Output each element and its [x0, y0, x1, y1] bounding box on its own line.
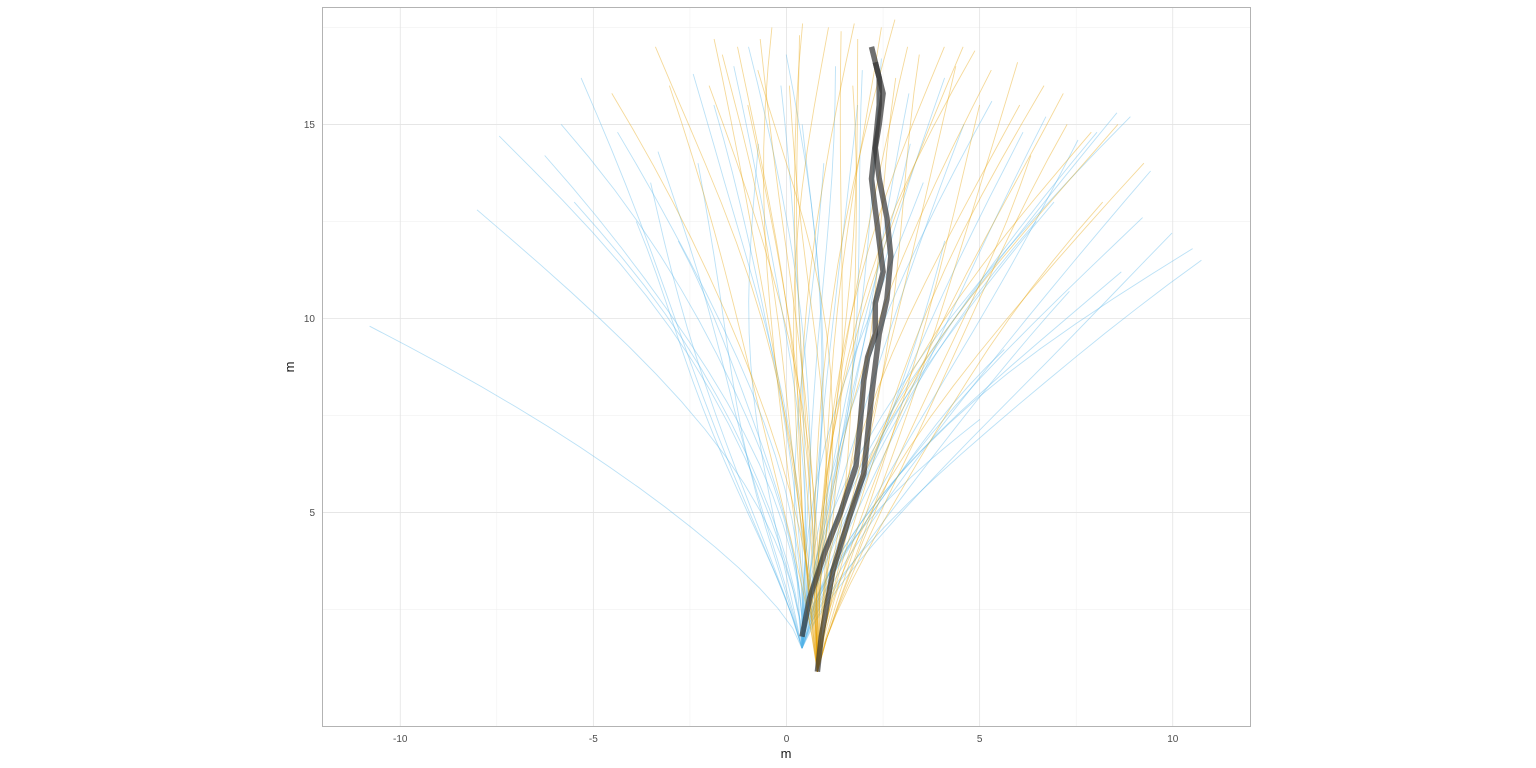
trajectory-line: [801, 221, 1037, 649]
mean-trajectories: [799, 46, 894, 673]
trajectory-line: [816, 31, 843, 672]
trajectory-line: [788, 85, 828, 672]
trajectory-line: [801, 66, 836, 649]
trajectory-line: [816, 62, 1019, 672]
panel-border: [322, 7, 1251, 727]
trajectory-line: [785, 54, 823, 649]
grid-major: [323, 8, 1250, 726]
x-axis-title: m: [781, 746, 792, 761]
y-tick-label: 15: [304, 120, 316, 131]
trajectory-line: [733, 66, 807, 649]
trajectory-line: [544, 155, 803, 649]
trajectory-line: [801, 93, 910, 649]
trajectory-line: [801, 419, 981, 649]
trajectory-line: [498, 135, 803, 649]
x-axis-ticks: -10 -5 0 5 10: [393, 734, 1179, 745]
trajectory-line: [697, 163, 803, 649]
trajectory-line: [801, 139, 1079, 649]
trajectory-line: [801, 124, 824, 649]
y-axis-ticks: 5 10 15: [304, 120, 316, 519]
trajectory-line: [801, 104, 859, 649]
trajectory-line: [801, 77, 946, 649]
trajectory-line: [801, 170, 1151, 649]
trajectory-line: [369, 325, 803, 649]
trajectory-line: [560, 124, 803, 649]
trajectory-line: [763, 27, 818, 672]
trajectory-line: [780, 85, 806, 649]
trajectory-line: [801, 271, 1122, 649]
trajectory-line: [677, 240, 803, 649]
trajectory-line: [816, 124, 1068, 672]
trajectory-line: [759, 38, 819, 672]
trajectory-line: [816, 104, 1021, 672]
trajectory-line: [813, 19, 896, 672]
y-axis-title: m: [282, 362, 297, 373]
trajectory-line: [573, 201, 803, 649]
trajectory-line: [757, 69, 834, 672]
trajectory-line: [476, 209, 803, 649]
trajectory-line: [748, 46, 811, 649]
trajectory-line: [713, 38, 818, 672]
x-tick-label: -5: [589, 734, 598, 745]
trajectory-line: [801, 70, 863, 649]
trajectory-line: [668, 85, 818, 672]
y-tick-label: 5: [309, 508, 315, 519]
trajectory-line: [801, 116, 1131, 649]
trajectory-line: [816, 54, 920, 672]
mean-trajectory-line: [814, 61, 894, 673]
x-tick-label: -10: [393, 734, 408, 745]
trajectory-line: [794, 23, 818, 672]
trajectory-line: [801, 232, 1173, 649]
trajectory-line: [816, 85, 1045, 672]
trajectory-line: [650, 182, 803, 649]
trajectory-line: [816, 93, 1064, 672]
trajectory-line: [801, 291, 1070, 649]
trajectory-line: [721, 54, 818, 672]
trajectory-line: [816, 104, 981, 672]
trajectory-line: [801, 240, 946, 649]
trajectory-line: [793, 27, 829, 672]
trajectory-line: [692, 73, 804, 649]
trajectory-line: [816, 201, 1104, 672]
x-tick-label: 10: [1167, 734, 1179, 745]
trajectory-line: [801, 349, 1005, 649]
trajectory-line: [580, 77, 803, 649]
trajectory-line: [713, 104, 804, 649]
y-tick-label: 10: [304, 314, 316, 325]
trajectory-line: [801, 131, 1024, 649]
x-tick-label: 5: [977, 734, 983, 745]
x-tick-label: 0: [784, 734, 790, 745]
trajectory-line: [816, 162, 1145, 672]
trajectory-line: [799, 23, 855, 672]
trajectory-line: [816, 155, 1032, 672]
trajectory-line: [801, 248, 1193, 649]
trajectory-line: [748, 143, 803, 649]
trajectory-line: [801, 131, 1098, 649]
trajectory-bundles: [369, 19, 1202, 672]
trajectory-line: [611, 93, 818, 672]
trajectory-line: [654, 46, 818, 672]
trajectory-line: [657, 151, 803, 649]
trajectory-line: [635, 221, 803, 649]
trajectory-line: [737, 46, 818, 672]
trajectory-line: [801, 259, 1202, 649]
trajectory-line: [796, 35, 818, 672]
trajectory-line: [617, 131, 804, 649]
trajectory-line: [793, 163, 825, 649]
